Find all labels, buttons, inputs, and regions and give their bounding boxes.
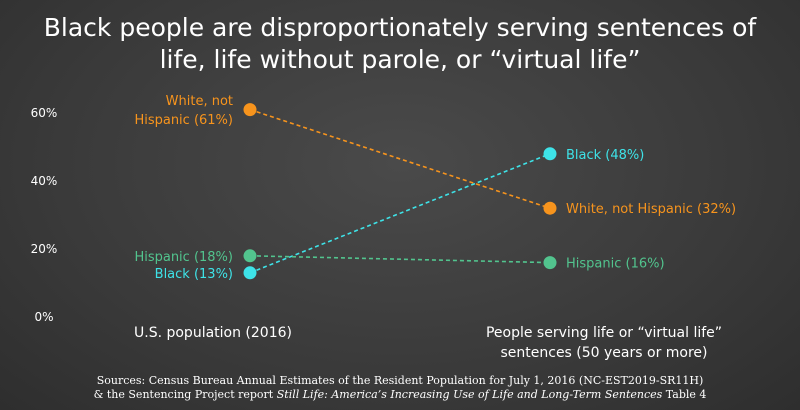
point-hispanic-population bbox=[243, 249, 257, 263]
series-line-white bbox=[249, 108, 551, 209]
point-white-population bbox=[243, 103, 257, 117]
source-line-2-suffix: Table 4 bbox=[662, 388, 707, 401]
label-black-population: Black (13%) bbox=[155, 267, 233, 282]
label-hispanic-population: Hispanic (18%) bbox=[134, 250, 233, 265]
y-tick-label: 40% bbox=[31, 174, 58, 188]
source-line-1: Sources: Census Bureau Annual Estimates … bbox=[96, 374, 704, 387]
title-line-1: Black people are disproportionately serv… bbox=[43, 13, 757, 42]
series-line-hispanic bbox=[249, 255, 551, 264]
label-white-population: White, not Hispanic (61%) bbox=[134, 94, 233, 128]
label-black-life-sentences: Black (48%) bbox=[566, 148, 644, 163]
point-white-life-sentences bbox=[543, 201, 557, 215]
series-line-black bbox=[249, 153, 551, 274]
y-tick-label: 60% bbox=[31, 106, 58, 120]
chart-title: Black people are disproportionately serv… bbox=[0, 12, 800, 76]
series-labels: White, not Hispanic (61%) White, not Hispa… bbox=[134, 94, 736, 282]
label-white-life-sentences: White, not Hispanic (32%) bbox=[566, 202, 736, 217]
y-tick-label: 20% bbox=[31, 242, 58, 256]
source-report-title: Still Life: America’s Increasing Use of … bbox=[276, 388, 663, 401]
source-line-2-prefix: & the Sentencing Project report bbox=[93, 388, 277, 401]
y-axis-ticks: 0% 20% 40% 60% bbox=[31, 106, 58, 324]
y-tick-label: 0% bbox=[34, 310, 53, 324]
point-hispanic-life-sentences bbox=[543, 256, 557, 270]
x-category-label: U.S. population (2016) bbox=[134, 325, 292, 341]
series-lines bbox=[249, 108, 551, 274]
series-points bbox=[243, 103, 557, 280]
label-hispanic-life-sentences: Hispanic (16%) bbox=[566, 257, 665, 272]
source-line-2: & the Sentencing Project report Still Li… bbox=[0, 388, 800, 402]
title-line-2: life, life without parole, or “virtual l… bbox=[159, 45, 641, 74]
point-black-life-sentences bbox=[543, 147, 557, 161]
source-note: Sources: Census Bureau Annual Estimates … bbox=[0, 374, 800, 402]
x-category-label: People serving life or “virtual life” sen… bbox=[486, 325, 722, 361]
point-black-population bbox=[243, 266, 257, 280]
x-axis-labels: U.S. population (2016) People serving lif… bbox=[134, 325, 722, 361]
